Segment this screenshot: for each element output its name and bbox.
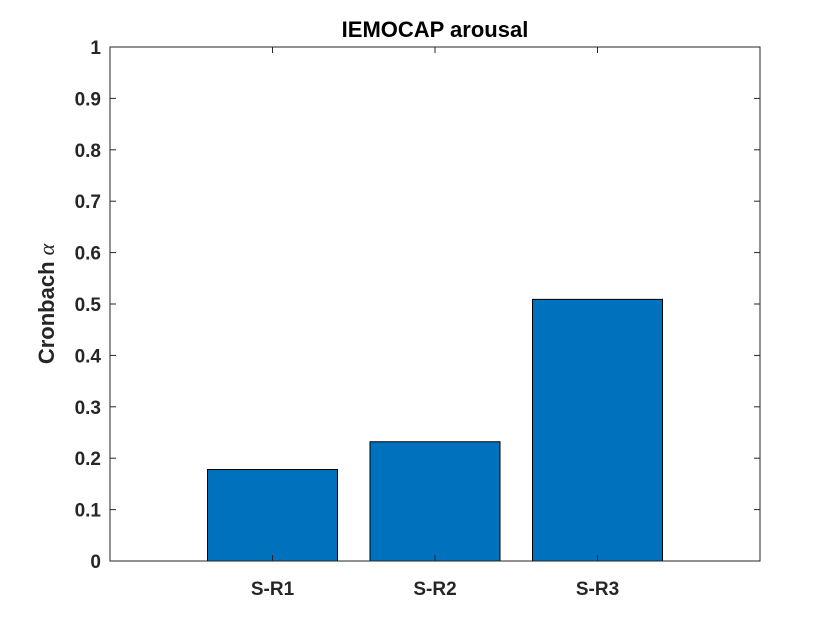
- y-tick-label: 0.5: [75, 295, 102, 316]
- axes-box: [109, 46, 761, 562]
- x-axis-ticks: S-R1 S-R2 S-R3: [251, 47, 619, 600]
- y-tick-label: 1: [90, 38, 101, 59]
- y-tick-label: 0.2: [75, 449, 101, 470]
- x-tick-label: S-R1: [251, 579, 295, 600]
- bars: [207, 298, 663, 562]
- y-tick-label: 0.8: [75, 141, 101, 162]
- bar-s-r3: [532, 298, 663, 562]
- svg-text:Cronbach α: Cronbach α: [34, 243, 59, 364]
- y-tick-label: 0.3: [75, 398, 101, 419]
- bar-s-r1: [207, 469, 338, 562]
- bar-s-r2: [369, 441, 501, 562]
- y-tick-label: 0.1: [75, 501, 102, 522]
- y-tick-label: 0.4: [75, 346, 102, 367]
- y-tick-label: 0.6: [75, 244, 101, 265]
- y-axis-ticks: 0 0.1 0.2 0.3 0.4 0.5 0.6 0.7 0.8 0.9 1: [75, 38, 760, 573]
- y-tick-label: 0: [90, 552, 101, 573]
- x-tick-label: S-R3: [576, 579, 619, 600]
- y-tick-label: 0.7: [75, 192, 101, 213]
- y-tick-label: 0.9: [75, 89, 101, 110]
- x-tick-label: S-R2: [413, 579, 456, 600]
- y-axis-label: Cronbach α: [34, 243, 59, 364]
- chart-title: IEMOCAP arousal: [342, 17, 529, 42]
